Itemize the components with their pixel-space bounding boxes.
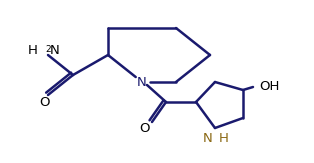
Text: N: N [137,75,147,89]
Text: N: N [203,132,213,145]
Text: N: N [50,44,60,58]
Text: H: H [28,44,38,58]
Text: 2: 2 [45,45,51,54]
Text: O: O [39,96,49,110]
Text: OH: OH [259,80,279,92]
Text: H: H [219,132,229,145]
Text: O: O [139,123,149,135]
